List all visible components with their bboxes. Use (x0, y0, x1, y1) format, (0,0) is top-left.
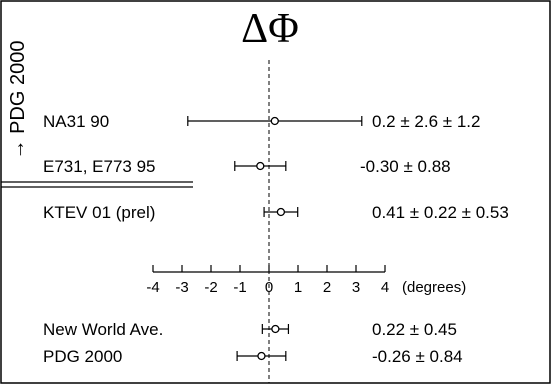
measurement-label: KTEV 01 (prel) (43, 203, 155, 222)
average-label: PDG 2000 (43, 347, 122, 366)
central-value-marker (257, 351, 266, 361)
value-text: 0.41 ± 0.22 ± 0.53 (372, 203, 509, 222)
value-text: -0.30 ± 0.88 (360, 157, 451, 176)
central-value-marker (256, 161, 265, 171)
measurement-label: E731, E773 95 (43, 157, 155, 176)
measurement-rows: NA31 90 0.2 ± 2.6 ± 1.2 E731, E773 95 -0.30… (43, 112, 509, 366)
measurement-row: KTEV 01 (prel) 0.41 ± 0.22 ± 0.53 (43, 203, 509, 222)
x-axis-tick-label: 2 (323, 279, 331, 296)
side-label: → PDG 2000 (7, 41, 29, 160)
x-axis-tick-label: 3 (352, 279, 360, 296)
x-axis-unit-label: (degrees) (402, 279, 466, 296)
x-axis-tick-label: -4 (146, 279, 159, 296)
x-axis-tick-label: 0 (265, 279, 273, 296)
measurement-row: NA31 90 0.2 ± 2.6 ± 1.2 (43, 112, 480, 131)
x-axis-tick-label: 1 (294, 279, 302, 296)
central-value-marker (271, 324, 280, 334)
measurement-label: NA31 90 (43, 112, 109, 131)
average-label: New World Ave. (43, 320, 163, 339)
x-axis-tick-label: -1 (233, 279, 246, 296)
x-axis-tick-label: -2 (204, 279, 217, 296)
chart-title: ΔΦ (241, 6, 299, 52)
value-text: 0.22 ± 0.45 (372, 320, 457, 339)
value-text: 0.2 ± 2.6 ± 1.2 (372, 112, 480, 131)
measurement-row: E731, E773 95 -0.30 ± 0.88 (43, 157, 451, 176)
central-value-marker (276, 207, 286, 217)
x-axis: -4 -3 -2 -1 0 1 2 3 4 (146, 265, 389, 296)
average-row: PDG 2000 -0.26 ± 0.84 (43, 347, 463, 366)
average-row: New World Ave. 0.22 ± 0.45 (43, 320, 457, 339)
x-axis-tick-label: 4 (381, 279, 389, 296)
value-text: -0.26 ± 0.84 (372, 347, 463, 366)
x-axis-tick-label: -3 (175, 279, 188, 296)
central-value-marker (270, 116, 279, 126)
